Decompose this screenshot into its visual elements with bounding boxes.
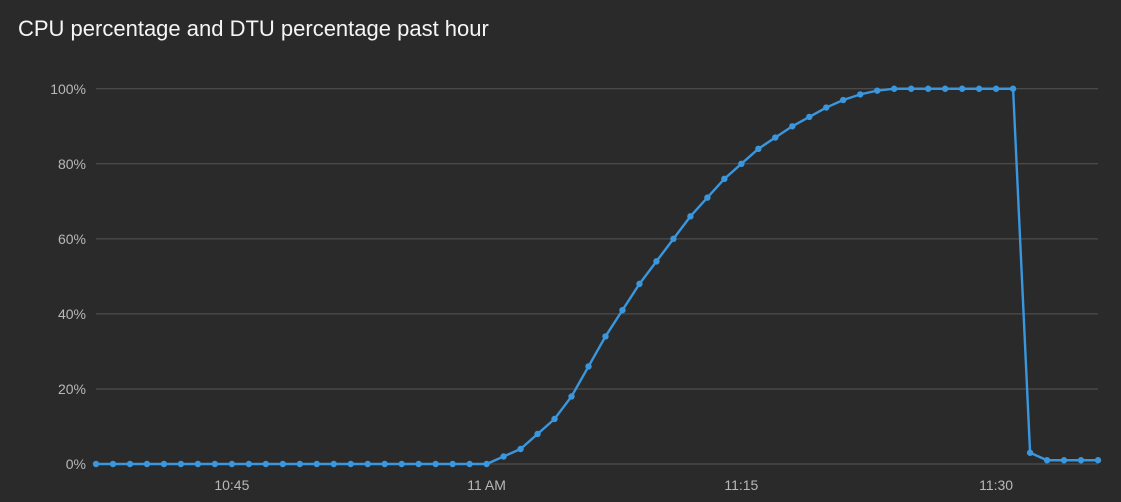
- data-point: [874, 87, 880, 93]
- data-point: [840, 97, 846, 103]
- data-point: [263, 461, 269, 467]
- data-point: [619, 307, 625, 313]
- data-point: [789, 123, 795, 129]
- y-axis-label: 80%: [58, 156, 86, 172]
- data-point: [382, 461, 388, 467]
- data-point: [755, 146, 761, 152]
- data-point: [517, 446, 523, 452]
- data-point: [1010, 86, 1016, 92]
- y-axis-label: 0%: [66, 456, 86, 472]
- y-axis-label: 60%: [58, 231, 86, 247]
- data-point: [534, 431, 540, 437]
- data-point: [993, 86, 999, 92]
- data-point: [925, 86, 931, 92]
- data-point: [1061, 457, 1067, 463]
- data-point: [959, 86, 965, 92]
- data-point: [1078, 457, 1084, 463]
- line-chart-svg: 0% 20% 40% 60% 80% 100% 10:45 11 AM 11:15 11:30: [18, 54, 1103, 502]
- data-point: [415, 461, 421, 467]
- data-point: [144, 461, 150, 467]
- data-point: [1095, 457, 1101, 463]
- data-point: [280, 461, 286, 467]
- data-point: [466, 461, 472, 467]
- data-point: [908, 86, 914, 92]
- data-point: [398, 461, 404, 467]
- data-point: [500, 453, 506, 459]
- data-point: [348, 461, 354, 467]
- data-point: [772, 134, 778, 140]
- data-point: [636, 281, 642, 287]
- data-point: [653, 258, 659, 264]
- chart-title: CPU percentage and DTU percentage past h…: [18, 16, 1103, 42]
- data-point: [432, 461, 438, 467]
- data-point: [585, 363, 591, 369]
- data-point: [161, 461, 167, 467]
- data-point: [738, 161, 744, 167]
- data-point: [976, 86, 982, 92]
- metrics-chart-panel: CPU percentage and DTU percentage past h…: [0, 0, 1121, 502]
- data-point: [483, 461, 489, 467]
- data-point: [823, 104, 829, 110]
- data-point: [212, 461, 218, 467]
- x-axis-label: 11:30: [979, 477, 1013, 493]
- x-axis-label: 10:45: [214, 477, 249, 493]
- data-point: [670, 236, 676, 242]
- data-point: [331, 461, 337, 467]
- x-axis-label: 11:15: [724, 477, 758, 493]
- data-point: [314, 461, 320, 467]
- data-point: [127, 461, 133, 467]
- chart-area: 0% 20% 40% 60% 80% 100% 10:45 11 AM 11:15 11:30: [18, 54, 1103, 502]
- data-point: [551, 416, 557, 422]
- data-point: [704, 194, 710, 200]
- data-point: [568, 393, 574, 399]
- y-axis-label: 20%: [58, 381, 86, 397]
- data-point: [178, 461, 184, 467]
- data-point: [195, 461, 201, 467]
- data-point: [857, 91, 863, 97]
- data-point: [891, 86, 897, 92]
- data-point: [687, 213, 693, 219]
- data-point: [602, 333, 608, 339]
- data-point: [297, 461, 303, 467]
- series-line: [96, 89, 1098, 464]
- data-point: [229, 461, 235, 467]
- data-point: [365, 461, 371, 467]
- data-point: [1027, 450, 1033, 456]
- data-point: [110, 461, 116, 467]
- data-point: [721, 176, 727, 182]
- data-point: [93, 461, 99, 467]
- data-point: [246, 461, 252, 467]
- data-point: [806, 114, 812, 120]
- y-axis-label: 40%: [58, 306, 86, 322]
- data-point: [1044, 457, 1050, 463]
- data-point: [449, 461, 455, 467]
- data-point: [942, 86, 948, 92]
- y-axis-label: 100%: [50, 81, 86, 97]
- x-axis-label: 11 AM: [467, 477, 506, 493]
